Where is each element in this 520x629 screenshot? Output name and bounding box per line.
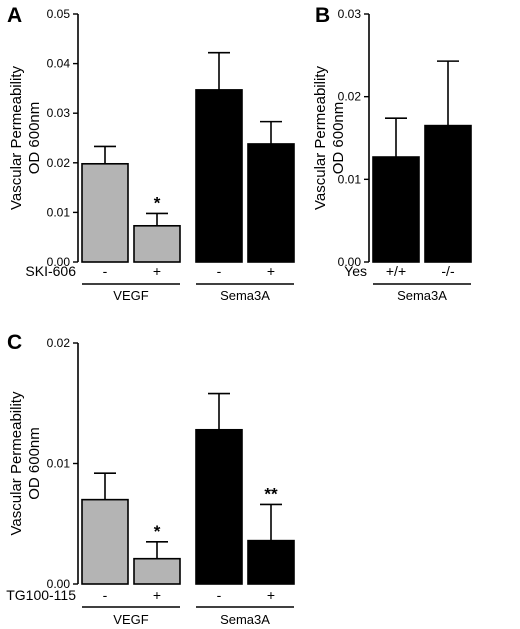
significance-mark: * <box>154 193 161 212</box>
y-axis-label: Vascular Permeability <box>8 66 25 210</box>
panel-c: C Vascular Permeability OD 600nm 0.00 0.01 0.… <box>6 331 295 627</box>
bar <box>133 557 181 585</box>
y-axis-label: Vascular Permeability <box>8 391 25 535</box>
group-label: Sema3A <box>220 612 270 627</box>
row-label: SKI-606 <box>25 263 76 279</box>
y-tick-label: 0.04 <box>47 57 71 71</box>
y-tick-label: 0.01 <box>47 457 71 471</box>
row-label: Yes <box>344 263 367 279</box>
panel-a: A Vascular Permeability OD 600nm 0.00 0.01 0.… <box>7 4 295 303</box>
category-label: + <box>153 587 161 603</box>
y-tick-label: 0.05 <box>47 7 71 21</box>
category-label: + <box>267 587 275 603</box>
category-label: - <box>103 587 108 603</box>
y-tick-label: 0.02 <box>47 156 71 170</box>
group-label: VEGF <box>113 288 148 303</box>
bar <box>81 498 129 585</box>
group-label: Sema3A <box>220 288 270 303</box>
y-tick-label: 0.03 <box>47 106 71 120</box>
panel-label: A <box>7 4 22 27</box>
bar <box>133 224 181 263</box>
category-label: - <box>103 263 108 279</box>
significance-mark: * <box>154 522 161 541</box>
category-label: - <box>217 263 222 279</box>
category-label: -/- <box>441 263 455 279</box>
y-axis-label: OD 600nm <box>26 427 43 500</box>
y-tick-label: 0.03 <box>338 7 362 21</box>
category-label: + <box>153 263 161 279</box>
y-tick-label: 0.00 <box>47 255 71 269</box>
category-label: + <box>267 263 275 279</box>
bar <box>195 89 243 263</box>
y-axis-label: OD 600nm <box>330 102 347 175</box>
y-tick-label: 0.02 <box>338 90 362 104</box>
y-tick-label: 0.01 <box>47 205 71 219</box>
bar <box>424 124 472 263</box>
panel-label: B <box>315 4 330 27</box>
bar <box>195 428 243 585</box>
bar <box>247 143 295 263</box>
y-tick-label: 0.01 <box>338 172 362 186</box>
y-tick-label: 0.00 <box>47 577 71 591</box>
bar <box>247 539 295 585</box>
row-label: TG100-115 <box>6 587 76 603</box>
group-label: Sema3A <box>397 288 447 303</box>
bar <box>372 156 420 263</box>
group-label: VEGF <box>113 612 148 627</box>
y-axis-label: Vascular Permeability <box>312 66 329 210</box>
y-tick-label: 0.02 <box>47 336 71 350</box>
category-label: +/+ <box>386 263 406 279</box>
y-tick-label: 0.00 <box>338 255 362 269</box>
y-axis-label: OD 600nm <box>26 102 43 175</box>
panel-b: B Vascular Permeability OD 600nm 0.00 0.01 0.… <box>312 4 472 303</box>
panel-label: C <box>7 331 22 354</box>
significance-mark: ** <box>264 484 278 503</box>
bar <box>81 162 129 263</box>
category-label: - <box>217 587 222 603</box>
